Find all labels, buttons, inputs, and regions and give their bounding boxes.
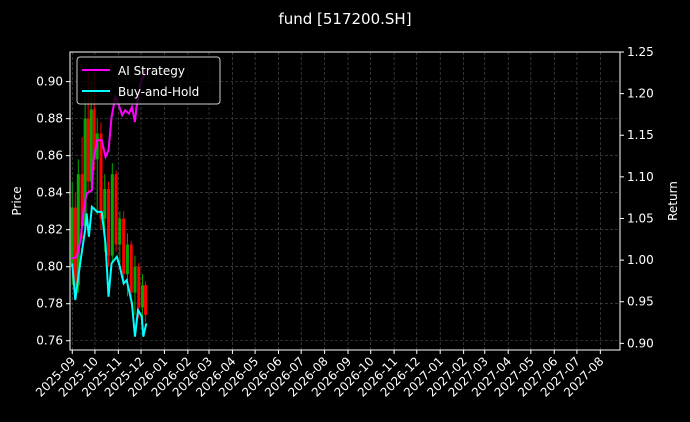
candle-body bbox=[76, 174, 80, 286]
legend-label-buy-and-hold: Buy-and-Hold bbox=[118, 85, 199, 99]
grid bbox=[70, 52, 620, 350]
candle-body bbox=[118, 218, 122, 245]
y-tick-label: 0.90 bbox=[36, 75, 63, 89]
series-line-buy-and-hold bbox=[71, 204, 148, 337]
y2-tick-label: 1.10 bbox=[627, 170, 654, 184]
candle-body bbox=[107, 188, 111, 256]
candle-body bbox=[114, 174, 118, 245]
y2-tick-label: 1.00 bbox=[627, 253, 654, 267]
candle-body bbox=[122, 218, 126, 275]
candle-body bbox=[92, 109, 96, 160]
y-tick-label: 0.84 bbox=[36, 186, 63, 200]
y2-tick-label: 0.95 bbox=[627, 295, 654, 309]
y2-tick-label: 1.15 bbox=[627, 128, 654, 142]
candle-body bbox=[133, 266, 137, 293]
candle-body bbox=[80, 174, 84, 226]
y-tick-label: 0.80 bbox=[36, 260, 63, 274]
legend: AI Strategy Buy-and-Hold bbox=[76, 56, 221, 105]
legend-label-ai-strategy: AI Strategy bbox=[118, 64, 185, 78]
candle-body bbox=[86, 118, 90, 182]
chart-title: fund [517200.SH] bbox=[278, 10, 411, 28]
y2-axis-label: Return bbox=[666, 181, 680, 221]
y-tick-label: 0.88 bbox=[36, 112, 63, 126]
candle-body bbox=[110, 174, 114, 256]
legend-box bbox=[76, 56, 221, 105]
candle-body bbox=[95, 133, 99, 160]
y-tick-label: 0.86 bbox=[36, 149, 63, 163]
candle-body bbox=[103, 188, 107, 219]
y2-tick-label: 1.20 bbox=[627, 87, 654, 101]
candle-body bbox=[89, 109, 93, 182]
candle-body bbox=[144, 285, 148, 315]
y-tick-label: 0.76 bbox=[36, 334, 63, 348]
candle-body bbox=[129, 244, 133, 293]
candle-body bbox=[83, 118, 87, 226]
candle-body bbox=[125, 244, 129, 275]
candle-body bbox=[73, 207, 77, 286]
candle-body bbox=[137, 266, 141, 308]
y-axis-label: Price bbox=[10, 186, 24, 215]
y-tick-label: 0.82 bbox=[36, 223, 63, 237]
plot-frame bbox=[69, 51, 621, 351]
series-lines bbox=[71, 69, 148, 337]
candle-body bbox=[70, 207, 74, 267]
series-line-ai-strategy bbox=[71, 69, 147, 260]
candle-body bbox=[99, 133, 103, 219]
y2-tick-label: 1.25 bbox=[627, 45, 654, 59]
y-tick-label: 0.78 bbox=[36, 297, 63, 311]
y2-tick-label: 0.90 bbox=[627, 336, 654, 350]
y2-tick-label: 1.05 bbox=[627, 211, 654, 225]
candle-body bbox=[141, 285, 145, 308]
